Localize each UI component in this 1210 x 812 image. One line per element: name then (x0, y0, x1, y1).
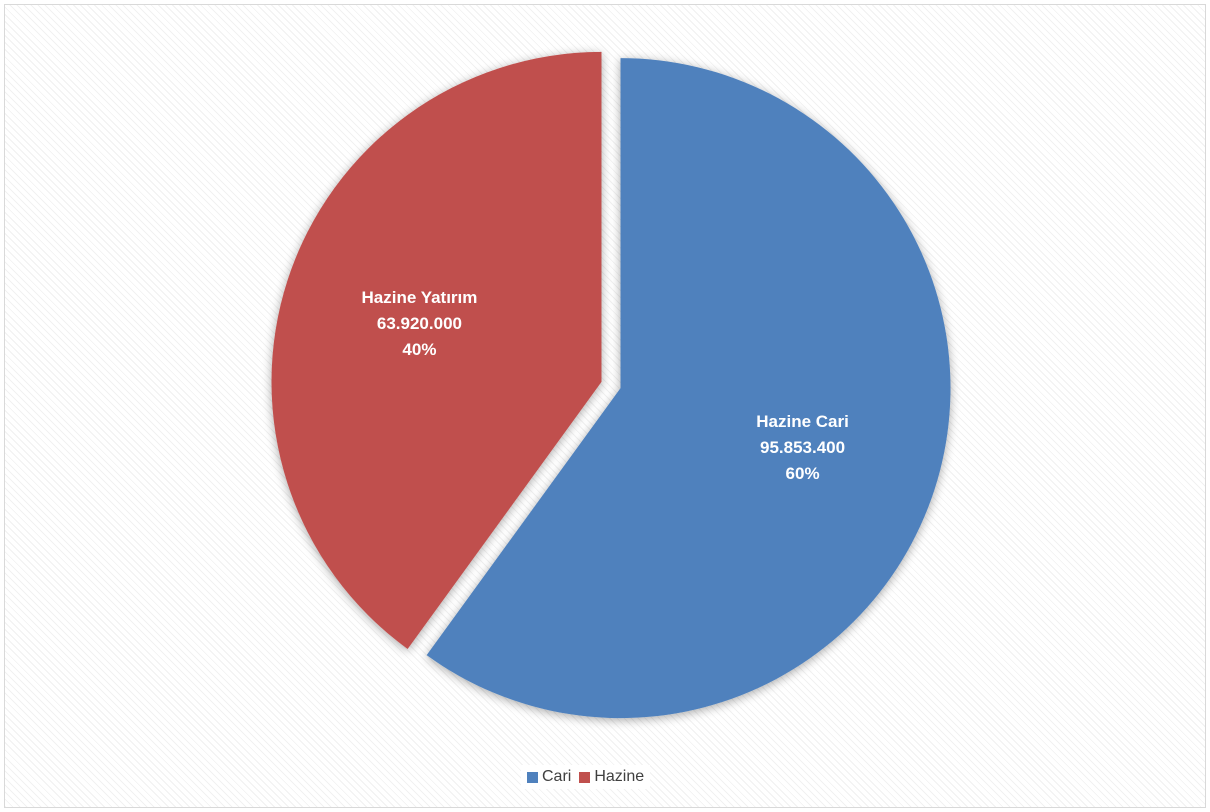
pie-slices (271, 51, 951, 719)
pie-labels: Hazine Cari 95.853.400 60% Hazine Yatırım 63… (361, 288, 848, 483)
pie-chart: Hazine Cari 95.853.400 60% Hazine Yatırım 63… (271, 51, 951, 719)
legend-item-cari: Cari (527, 768, 571, 786)
legend-label-cari: Cari (542, 768, 572, 785)
legend-label-hazine: Hazine (594, 768, 645, 785)
legend-swatch-cari (527, 771, 538, 783)
legend-item-hazine: Hazine (579, 768, 644, 786)
legend-swatch-hazine (579, 771, 591, 783)
data-label-hazine-cari: Hazine Cari 95.853.400 60% (756, 412, 849, 483)
pie-slice-hazine-yatirim (271, 51, 602, 649)
legend: Cari Hazine (521, 765, 651, 789)
pie-slice-hazine-cari (426, 58, 951, 719)
data-label-hazine-yatirim: Hazine Yatırım 63.920.000 40% (361, 288, 477, 359)
chart-area: Hazine Cari 95.853.400 60% Hazine Yatırım 63… (4, 4, 1206, 808)
